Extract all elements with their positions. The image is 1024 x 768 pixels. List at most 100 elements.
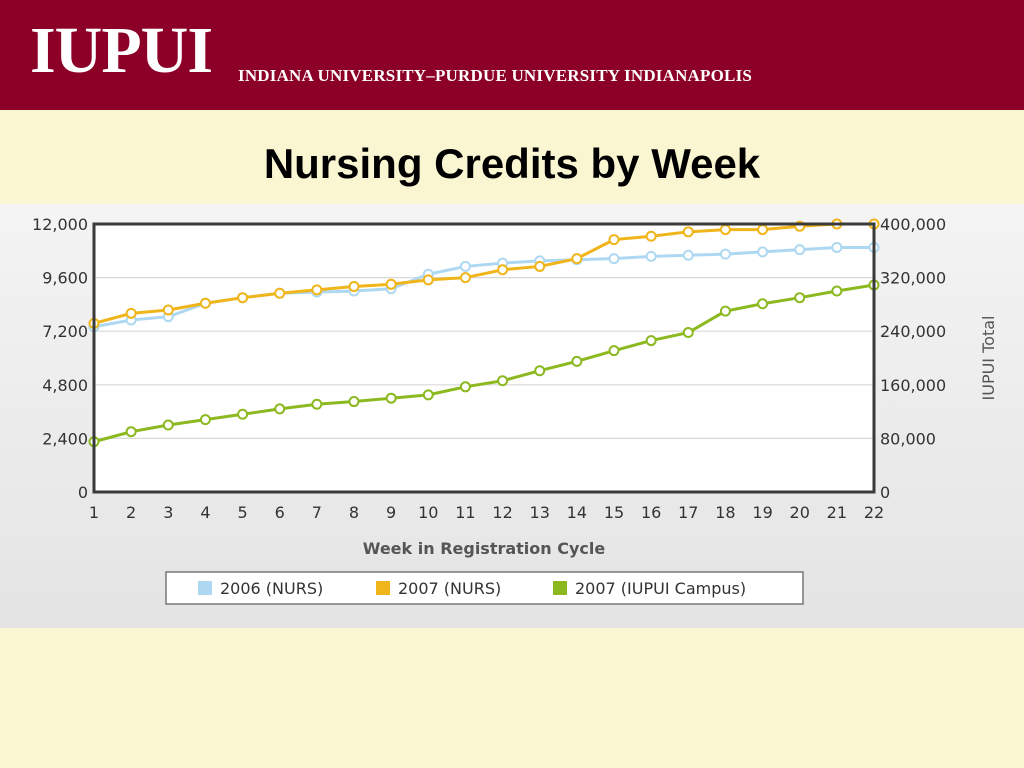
legend-label: 2007 (IUPUI Campus)	[575, 579, 746, 598]
x-tick-label: 20	[790, 503, 810, 522]
x-axis-label: Week in Registration Cycle	[363, 539, 606, 558]
x-tick-label: 12	[492, 503, 512, 522]
data-point	[719, 305, 731, 317]
x-tick-label: 7	[312, 503, 322, 522]
data-point	[422, 274, 434, 286]
x-tick-label: 1	[89, 503, 99, 522]
x-tick-label: 3	[163, 503, 173, 522]
data-point	[459, 260, 471, 272]
data-point	[162, 304, 174, 316]
data-point	[459, 381, 471, 393]
x-tick-label: 8	[349, 503, 359, 522]
data-point	[385, 392, 397, 404]
data-point	[571, 253, 583, 265]
data-point	[719, 224, 731, 236]
data-point	[459, 272, 471, 284]
x-tick-label: 13	[530, 503, 550, 522]
data-point	[682, 226, 694, 238]
y-tick-label: 7,200	[42, 322, 88, 341]
series-2	[88, 218, 880, 329]
data-point	[757, 298, 769, 310]
chart-area: 0 2,400 4,800 7,200 9,600 12,000 0 80,000 160,00…	[0, 204, 1024, 628]
y-tick-label: 4,800	[42, 376, 88, 395]
data-point	[608, 345, 620, 357]
data-point	[608, 234, 620, 246]
x-tick-label: 15	[604, 503, 624, 522]
axis-tick-labels: 0 2,400 4,800 7,200 9,600 12,000 0 80,000 160,00…	[32, 215, 946, 522]
y2-tick-label: 160,000	[880, 376, 946, 395]
legend: 2006 (NURS) 2007 (NURS) 2007 (IUPUI Campus…	[165, 571, 804, 605]
data-point	[274, 403, 286, 415]
data-point	[348, 396, 360, 408]
y-tick-label: 2,400	[42, 429, 88, 448]
legend-swatch	[376, 581, 390, 595]
data-point	[385, 278, 397, 290]
x-tick-label: 6	[275, 503, 285, 522]
line-chart: 0 2,400 4,800 7,200 9,600 12,000 0 80,000 160,00…	[0, 204, 1024, 628]
x-tick-label: 11	[455, 503, 475, 522]
data-point	[348, 281, 360, 293]
y2-tick-label: 80,000	[880, 429, 936, 448]
data-point	[162, 419, 174, 431]
series-line	[93, 283, 875, 444]
data-point	[237, 292, 249, 304]
x-tick-label: 4	[200, 503, 210, 522]
x-tick-label: 10	[418, 503, 438, 522]
x-tick-label: 2	[126, 503, 136, 522]
series-layer	[88, 218, 880, 448]
data-point	[422, 389, 434, 401]
series-line	[93, 222, 874, 325]
data-point	[199, 297, 211, 309]
data-point	[794, 244, 806, 256]
data-point	[125, 307, 137, 319]
header-banner: IUPUI INDIANA UNIVERSITY–PURDUE UNIVERSI…	[0, 0, 1024, 110]
legend-swatch	[553, 581, 567, 595]
y2-tick-label: 320,000	[880, 269, 946, 288]
y-tick-label: 0	[78, 483, 88, 502]
data-point	[682, 327, 694, 339]
legend-box	[165, 571, 804, 605]
data-point	[608, 253, 620, 265]
legend-swatch	[198, 581, 212, 595]
data-point	[497, 375, 509, 387]
y-tick-label: 9,600	[42, 269, 88, 288]
page-title: Nursing Credits by Week	[263, 140, 761, 187]
data-point	[534, 365, 546, 377]
data-point	[199, 414, 211, 426]
data-point	[831, 241, 843, 253]
data-point	[311, 284, 323, 296]
x-tick-label: 18	[715, 503, 735, 522]
data-point	[719, 248, 731, 260]
data-point	[497, 264, 509, 276]
y2-axis-label: IUPUI Total	[979, 316, 998, 401]
y2-tick-label: 0	[880, 483, 890, 502]
gridlines	[94, 276, 874, 439]
legend-label: 2007 (NURS)	[398, 579, 501, 598]
x-tick-label: 16	[641, 503, 661, 522]
series-3	[88, 279, 880, 448]
x-tick-label: 14	[567, 503, 587, 522]
data-point	[682, 249, 694, 261]
data-point	[125, 426, 137, 438]
y-tick-label: 12,000	[32, 215, 88, 234]
data-point	[237, 408, 249, 420]
x-tick-label: 22	[864, 503, 884, 522]
x-tick-label: 21	[827, 503, 847, 522]
data-point	[274, 287, 286, 299]
x-tick-label: 19	[752, 503, 772, 522]
x-tick-label: 17	[678, 503, 698, 522]
data-point	[311, 398, 323, 410]
data-point	[645, 335, 657, 347]
data-point	[831, 285, 843, 297]
data-point	[571, 355, 583, 367]
university-tagline: INDIANA UNIVERSITY–PURDUE UNIVERSITY IND…	[238, 66, 753, 85]
y2-tick-label: 240,000	[880, 322, 946, 341]
y2-tick-label: 400,000	[880, 215, 946, 234]
plot-frame	[92, 222, 876, 494]
legend-label: 2006 (NURS)	[220, 579, 323, 598]
data-point	[757, 224, 769, 236]
data-point	[645, 250, 657, 262]
iupui-logo: IUPUI	[30, 14, 213, 87]
data-point	[757, 246, 769, 258]
data-point	[534, 260, 546, 272]
